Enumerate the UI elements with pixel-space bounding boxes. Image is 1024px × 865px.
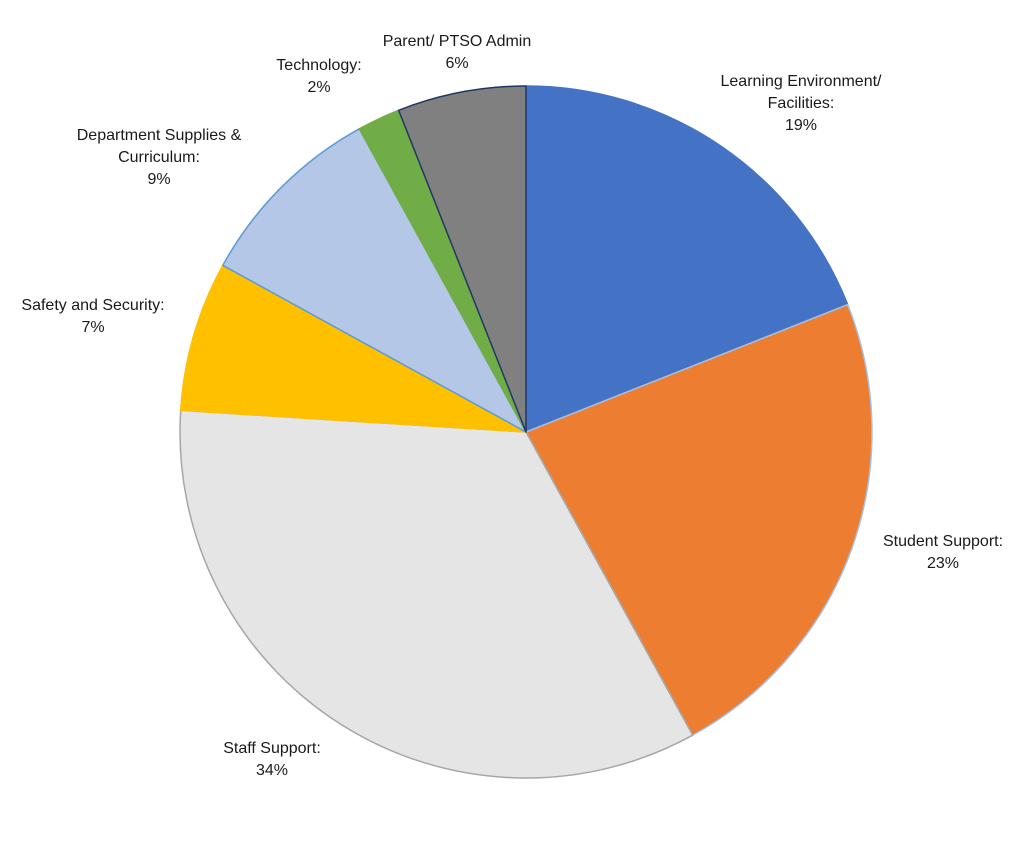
- pie-slice-4: [179, 264, 527, 433]
- slice-category-label: Curriculum:: [118, 149, 200, 166]
- pie-slice-7: [397, 85, 527, 433]
- pie-slice-5: [222, 128, 527, 433]
- slice-value-label: 9%: [147, 171, 170, 188]
- slice-category-label: Learning Environment/: [721, 73, 883, 90]
- slice-label-1: Learning Environment/Facilities: 19%: [721, 73, 883, 134]
- slice-category-label: Parent/ PTSO Admin: [383, 33, 532, 50]
- slice-label-4: Safety and Security: 7%: [21, 297, 164, 336]
- slice-label-6: Technology: 2%: [276, 57, 361, 96]
- slice-label-7: Parent/ PTSO Admin 6%: [383, 33, 532, 72]
- slice-value-label: 2%: [307, 79, 330, 96]
- pie-slice-1: [525, 85, 849, 433]
- slice-label-3: Staff Support: 34%: [223, 740, 321, 779]
- slice-value-label: 23%: [927, 555, 959, 572]
- slice-value-label: 19%: [785, 117, 817, 134]
- pie-slice-2: [525, 303, 873, 736]
- slice-category-label: Safety and Security:: [21, 297, 164, 314]
- slice-label-2: Student Support: 23%: [883, 533, 1003, 572]
- slice-value-label: 7%: [81, 319, 104, 336]
- slices-layer: [179, 85, 873, 779]
- slice-label-5: Department Supplies & Curriculum: 9%: [77, 127, 242, 188]
- slice-category-label: Staff Support:: [223, 740, 321, 757]
- slice-value-label: 6%: [445, 55, 468, 72]
- slice-category-label: Technology:: [276, 57, 361, 74]
- slice-category-label: Department Supplies &: [77, 127, 242, 144]
- labels-layer: Learning Environment/Facilities: 19% Stude…: [21, 33, 1003, 779]
- slice-category-label: Student Support:: [883, 533, 1003, 550]
- slice-value-label: 34%: [256, 762, 288, 779]
- pie-slice-3: [179, 409, 694, 779]
- slice-category-label: Facilities:: [768, 95, 835, 112]
